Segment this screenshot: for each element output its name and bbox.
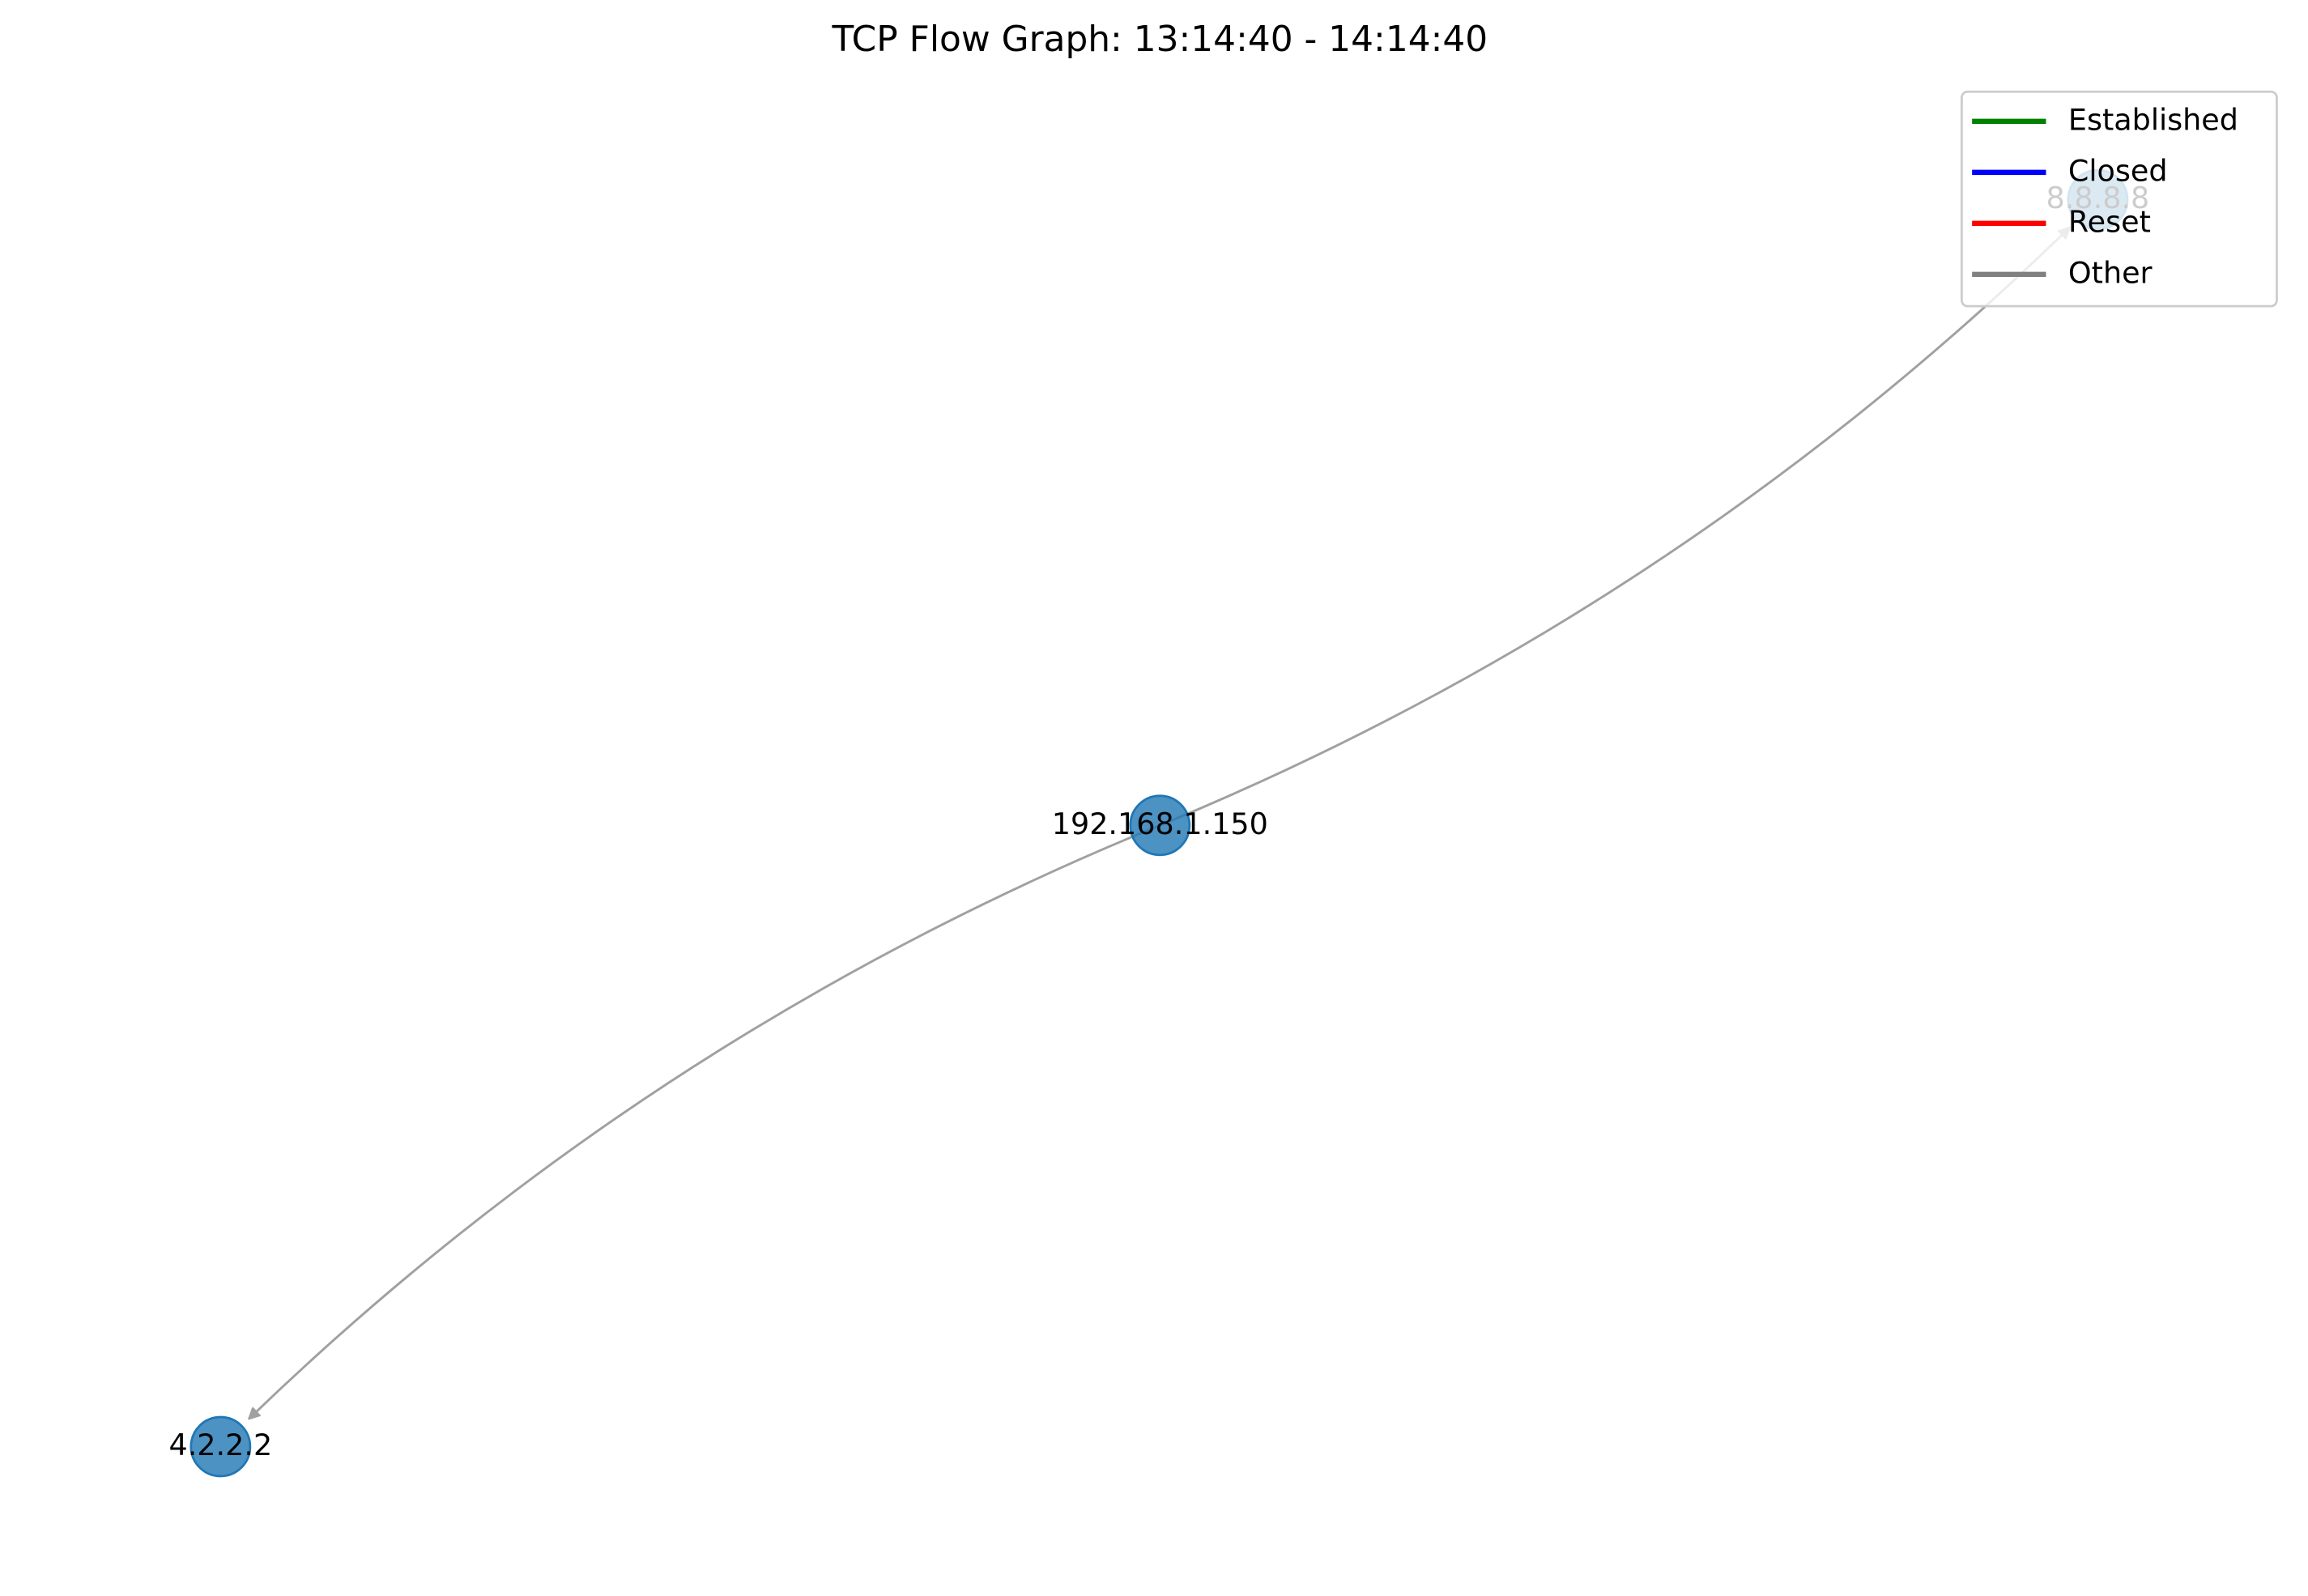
- node-label: 4.2.2.2: [168, 1428, 272, 1462]
- legend-label: Closed: [2068, 153, 2168, 188]
- legend-box: [1961, 90, 2278, 308]
- legend-label: Reset: [2068, 204, 2151, 239]
- edge: [1159, 228, 2069, 827]
- legend-label: Established: [2068, 102, 2238, 137]
- node: [189, 1415, 252, 1478]
- legend-label: Other: [2068, 255, 2153, 290]
- node-label: 192.168.1.150: [1052, 807, 1268, 841]
- node: [1129, 794, 1191, 857]
- title: TCP Flow Graph: 13:14:40 - 14:14:40: [831, 19, 1488, 60]
- edge: [249, 824, 1160, 1419]
